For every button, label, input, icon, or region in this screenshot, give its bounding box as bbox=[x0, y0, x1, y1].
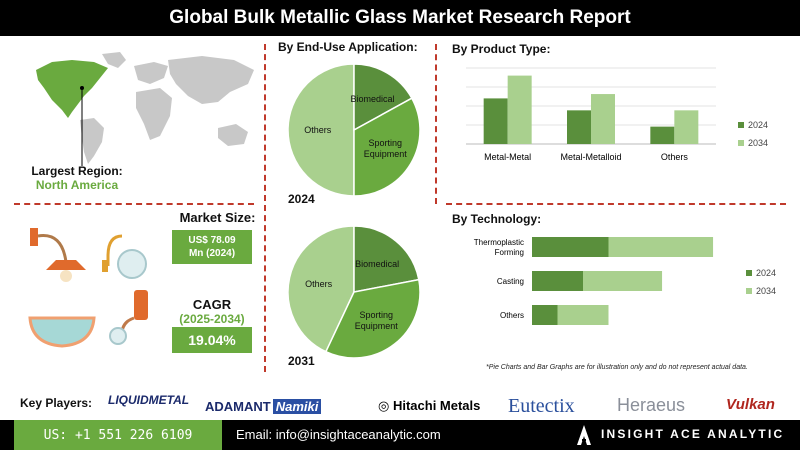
technology-chart: Thermoplastic Forming Casting Others 2024 203… bbox=[474, 237, 776, 325]
market-size-value: US$ 78.09 Mn (2024) bbox=[172, 230, 252, 264]
pie-year-2031: 2031 bbox=[288, 354, 315, 368]
pie-label-sporting-equipment: Sporting Equipment bbox=[355, 310, 399, 331]
map-africa bbox=[136, 88, 172, 140]
x-tick-label: Metal-Metalloid bbox=[560, 152, 621, 162]
bar-casting-2034 bbox=[583, 271, 663, 291]
logo-eutectix: Eutectix bbox=[508, 395, 575, 417]
pie-label-sporting-equipment: Sporting Equipment bbox=[364, 138, 408, 159]
logo-heraeus: Heraeus bbox=[617, 395, 686, 415]
logo-namiki-text: Namiki bbox=[272, 399, 322, 414]
pie-slice-sporting-equipment bbox=[324, 278, 421, 359]
brand-logo-icon bbox=[577, 425, 591, 445]
key-players-row: Key Players: LIQUIDMETAL ADAMANT Namiki ◎… bbox=[0, 390, 800, 420]
pie-chart-2024: Others Biomedical Sporting Equipment bbox=[287, 63, 421, 197]
cagr-value: 19.04% bbox=[172, 327, 252, 353]
legend-label-2024: 2024 bbox=[756, 268, 776, 278]
pie-slice-others bbox=[287, 63, 355, 197]
legend-label-2034: 2034 bbox=[748, 138, 768, 148]
cagr-years: (2025-2034) bbox=[179, 312, 245, 326]
legend-label-2024: 2024 bbox=[748, 120, 768, 130]
legend-swatch-2034 bbox=[738, 140, 744, 146]
separator-vertical-left bbox=[264, 44, 266, 372]
bar-casting-2024 bbox=[532, 271, 583, 291]
lamps-illustration bbox=[22, 222, 162, 362]
y-tick-label: Casting bbox=[497, 277, 524, 286]
technology-title: By Technology: bbox=[452, 212, 542, 226]
largest-region-value: North America bbox=[35, 178, 119, 192]
logo-hitachi-text: Hitachi Metals bbox=[392, 398, 481, 413]
bar-metal-metalloid-2024 bbox=[567, 110, 591, 144]
footer-brand: INSIGHT ACE ANALYTIC bbox=[601, 427, 785, 441]
pie-slice-biomedical bbox=[353, 63, 413, 132]
market-size-label: Market Size: bbox=[179, 210, 256, 225]
separator-vertical-right bbox=[435, 44, 437, 204]
x-tick-label: Metal-Metal bbox=[484, 152, 531, 162]
y-tick-label: Others bbox=[500, 311, 524, 320]
bar-metal-metal-2034 bbox=[507, 75, 532, 144]
logo-vulkan: Vulkan bbox=[726, 396, 775, 413]
end-use-title: By End-Use Application: bbox=[278, 40, 418, 54]
hitachi-icon: ◎ bbox=[378, 398, 390, 413]
product-type-chart: Metal-Metal Metal-Metalloid Others 2024 2034 bbox=[466, 67, 768, 162]
logo-adamant-text: ADAMANT bbox=[205, 399, 271, 414]
bar-metal-metal-2024 bbox=[483, 98, 508, 144]
pie-label-others: Others bbox=[305, 279, 333, 289]
footer-email[interactable]: Email: info@insightaceanalytic.com bbox=[236, 427, 441, 442]
pie-label-biomedical: Biomedical bbox=[355, 259, 399, 269]
disclaimer: *Pie Charts and Bar Graphs are for illus… bbox=[486, 364, 748, 371]
key-players-label: Key Players: bbox=[20, 396, 93, 410]
pie-chart-2031: Others Biomedical Sporting Equipment bbox=[287, 225, 421, 359]
x-tick-label: Others bbox=[661, 152, 689, 162]
bar-thermoplastic-forming-2034 bbox=[608, 237, 714, 257]
map-europe bbox=[134, 62, 168, 84]
cagr-label: CAGR bbox=[192, 297, 232, 312]
map-north-america bbox=[36, 60, 108, 118]
map-australia bbox=[218, 124, 248, 146]
page-title: Global Bulk Metallic Glass Market Resear… bbox=[0, 0, 800, 36]
product-type-title: By Product Type: bbox=[452, 42, 551, 56]
largest-region-label: Largest Region: bbox=[31, 164, 123, 178]
pie-slice-sporting-equipment bbox=[353, 97, 421, 197]
market-size-value-line1: US$ 78.09 bbox=[188, 235, 236, 246]
y-tick-label: Thermoplastic Forming bbox=[474, 238, 524, 257]
map-asia bbox=[168, 56, 254, 104]
pie-year-2024: 2024 bbox=[288, 192, 315, 206]
legend-swatch-2034 bbox=[746, 288, 752, 294]
pie-slice-others bbox=[287, 225, 355, 353]
market-size-value-line2: Mn (2024) bbox=[188, 248, 236, 259]
bar-others-2024 bbox=[650, 126, 675, 144]
separator-horizontal-right bbox=[446, 203, 786, 205]
map-greenland bbox=[102, 52, 126, 68]
pie-label-others: Others bbox=[304, 125, 332, 135]
legend-label-2034: 2034 bbox=[756, 286, 776, 296]
world-map bbox=[22, 48, 262, 170]
logo-liquidmetal: LIQUIDMETAL bbox=[108, 393, 190, 407]
legend-swatch-2024 bbox=[738, 122, 744, 128]
map-south-america bbox=[80, 118, 104, 164]
separator-horizontal-left bbox=[14, 203, 254, 205]
legend-swatch-2024 bbox=[746, 270, 752, 276]
bar-others-2034 bbox=[557, 305, 609, 325]
bar-others-2024 bbox=[532, 305, 558, 325]
logo-hitachi-metals: ◎ Hitachi Metals bbox=[378, 398, 480, 414]
bar-metal-metalloid-2034 bbox=[591, 94, 615, 144]
pie-slice-biomedical bbox=[353, 225, 420, 293]
logo-adamant-namiki: ADAMANT Namiki bbox=[205, 399, 322, 414]
pie-label-biomedical: Biomedical bbox=[350, 94, 394, 104]
footer-phone[interactable]: US: +1 551 226 6109 bbox=[14, 420, 222, 450]
bar-others-2034 bbox=[674, 110, 699, 144]
bar-thermoplastic-forming-2024 bbox=[532, 237, 609, 257]
